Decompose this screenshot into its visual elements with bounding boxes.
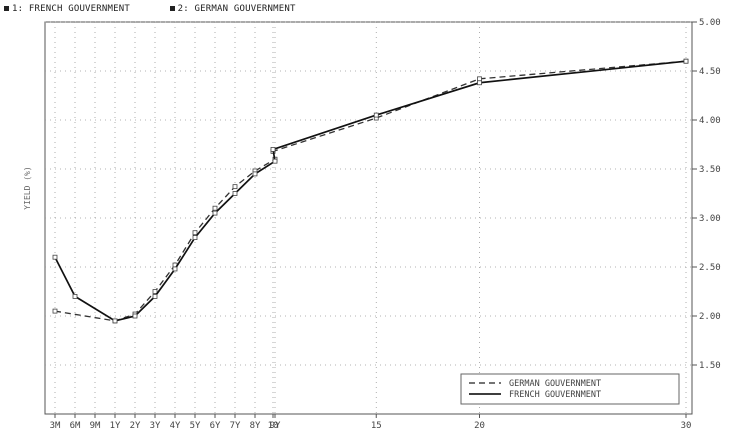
y-tick-label: 3.50 <box>699 165 721 175</box>
y-tick-label: 2.50 <box>699 263 721 273</box>
y-tick-label: 4.00 <box>699 116 721 126</box>
data-point-french <box>272 158 278 164</box>
y-tick-label: 1.50 <box>699 361 721 371</box>
legend-label: FRENCH GOUVERNMENT <box>509 390 601 400</box>
data-point-french <box>252 171 258 177</box>
y-tick-label: 5.00 <box>699 18 721 28</box>
data-point-french <box>192 235 198 241</box>
legend-marker-icon <box>4 6 9 11</box>
data-point-german <box>152 289 158 294</box>
data-point-german <box>192 230 198 236</box>
data-point-french <box>52 254 58 260</box>
top-legend-label: GERMAN GOUVERNMENT <box>194 4 296 14</box>
x-tick-label: 6Y <box>210 421 221 431</box>
data-point-french <box>132 313 138 319</box>
x-tick-label: 7Y <box>230 421 241 431</box>
top-legend-marker: 2 <box>177 4 184 14</box>
data-point-french <box>112 318 118 324</box>
top-legend: 1: FRENCH GOUVERNMENT 2: GERMAN GOUVERNM… <box>4 4 330 14</box>
x-tick-label: 3M <box>50 421 61 431</box>
y-tick-label: 2.00 <box>699 312 721 322</box>
data-point-french <box>172 266 178 272</box>
top-legend-item-german: 2: GERMAN GOUVERNMENT <box>169 4 296 14</box>
x-tick-label: 10 <box>268 421 279 431</box>
series-line-german <box>54 60 687 322</box>
data-point-german <box>52 308 58 314</box>
legend-label: GERMAN GOUVERNMENT <box>509 379 601 389</box>
x-tick-label: 9M <box>90 421 101 431</box>
data-point-french <box>232 191 238 196</box>
legend-marker-icon <box>169 6 175 11</box>
data-point-french <box>683 58 689 64</box>
y-tick-label: 4.50 <box>699 67 721 77</box>
data-point-german <box>477 76 482 82</box>
top-legend-item-french: 1: FRENCH GOUVERNMENT <box>4 4 130 14</box>
data-point-french <box>72 293 78 299</box>
x-tick-label: 15 <box>371 421 382 431</box>
y-axis-label: YIELD (%) <box>23 166 32 209</box>
x-tick-label: 1Y <box>110 421 121 431</box>
data-point-french <box>152 293 158 299</box>
data-point-german <box>232 184 238 190</box>
data-point-french <box>373 112 379 118</box>
legend-box <box>460 373 680 405</box>
x-tick-label: 2Y <box>130 421 141 431</box>
x-tick-label: 30 <box>681 421 692 431</box>
x-tick-label: 9Y <box>270 421 281 431</box>
x-tick-label: 6M <box>70 421 81 431</box>
x-tick-label: 5Y <box>190 421 201 431</box>
top-legend-marker: 1 <box>12 4 18 14</box>
data-point-french <box>477 80 482 86</box>
x-tick-label: 4Y <box>170 421 181 431</box>
series-line-french <box>54 60 687 322</box>
top-legend-label: FRENCH GOUVERNMENT <box>28 4 131 14</box>
data-point-french <box>212 210 218 216</box>
plot-frame <box>44 21 693 415</box>
data-point-german <box>212 205 218 211</box>
y-tick-label: 3.00 <box>699 214 721 224</box>
x-tick-label: 20 <box>474 421 485 431</box>
x-tick-label: 8Y <box>250 421 261 431</box>
data-point-french <box>270 146 276 152</box>
x-tick-label: 3Y <box>150 421 161 431</box>
